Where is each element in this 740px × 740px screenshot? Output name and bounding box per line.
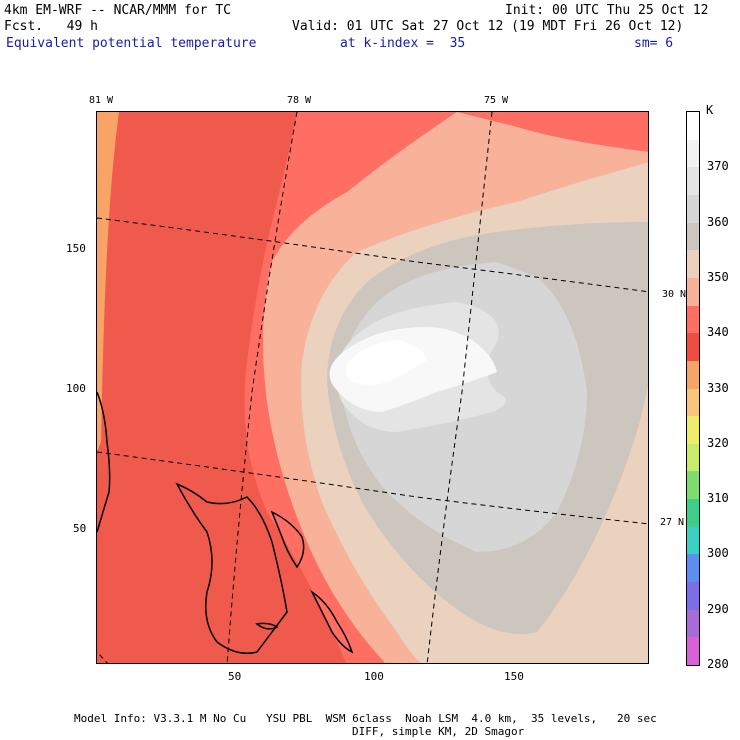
y-tick-100: 100 (66, 382, 86, 395)
parallel-27n (97, 451, 648, 525)
colorbar-label: 360 (707, 214, 729, 229)
colorbar-label: 370 (707, 159, 729, 174)
colorbar-segment (687, 526, 699, 555)
colorbar-label: 310 (707, 491, 729, 506)
colorbar-segment (687, 388, 699, 417)
field-west-strip-330 (97, 112, 119, 452)
field-core-white (345, 340, 427, 385)
colorbar-segment (687, 139, 699, 168)
theta-e-map (96, 111, 649, 664)
x-tick-150: 150 (504, 670, 524, 683)
colorbar-unit: K (706, 103, 714, 117)
colorbar-segment (687, 360, 699, 389)
parallel-30n (97, 217, 648, 293)
y-tick-150: 150 (66, 242, 86, 255)
x-tick-100: 100 (364, 670, 384, 683)
colorbar-segment (687, 471, 699, 500)
smoothing-info: sm= 6 (634, 36, 674, 51)
meridian-81w (97, 651, 108, 663)
map-graphic (97, 112, 648, 663)
forecast-hour: Fcst. 49 h (4, 19, 98, 34)
colorbar-label: 300 (707, 546, 729, 561)
valid-time: Valid: 01 UTC Sat 27 Oct 12 (19 MDT Fri … (292, 19, 684, 34)
model-info: Model Info: V3.3.1 M No Cu YSU PBL WSM 6… (74, 712, 657, 725)
colorbar-label: 290 (707, 601, 729, 616)
colorbar-segment (687, 499, 699, 528)
lat-label-30n: 30 N (662, 289, 687, 300)
island-abaco (270, 510, 305, 569)
colorbar-segment (687, 222, 699, 251)
y-tick-50: 50 (73, 522, 87, 535)
meridian-75w (426, 112, 493, 663)
florida-coast (97, 391, 111, 533)
model-info-2: DIFF, simple KM, 2D Smagor (352, 725, 525, 738)
meridian-78w (226, 112, 298, 663)
lon-label-78w: 78 W (287, 95, 312, 106)
colorbar-label: 320 (707, 435, 729, 450)
colorbar-segment (687, 416, 699, 445)
colorbar-segment (687, 277, 699, 307)
colorbar-segment (687, 554, 699, 583)
colorbar-segment (687, 609, 699, 638)
x-tick-50: 50 (228, 670, 242, 683)
level-info: at k-index = 35 (340, 36, 466, 51)
colorbar-label: 330 (707, 380, 729, 395)
colorbar-segment (687, 637, 699, 666)
init-time: Init: 00 UTC Thu 25 Oct 12 (505, 3, 709, 18)
colorbar-label: 340 (707, 325, 729, 340)
colorbar-segment (687, 194, 699, 224)
colorbar-segment (687, 112, 699, 141)
colorbar-label: 350 (707, 269, 729, 284)
colorbar-segment (687, 443, 699, 472)
island-exuma (310, 589, 354, 654)
model-title: 4km EM-WRF -- NCAR/MMM for TC (4, 3, 231, 18)
colorbar-segment (687, 250, 699, 279)
colorbar-segment (687, 167, 699, 196)
colorbar-label: 280 (707, 657, 729, 671)
colorbar (686, 111, 700, 666)
island-nassau (255, 622, 279, 630)
lon-label-75w: 75 W (484, 95, 509, 106)
colorbar-segment (687, 333, 699, 362)
colorbar-segment (687, 305, 699, 334)
island-andros (175, 482, 288, 654)
lat-label-27n: 27 N (660, 517, 685, 528)
lon-label-81w: 81 W (89, 95, 114, 106)
field-name: Equivalent potential temperature (6, 36, 257, 51)
colorbar-segment (687, 582, 699, 611)
